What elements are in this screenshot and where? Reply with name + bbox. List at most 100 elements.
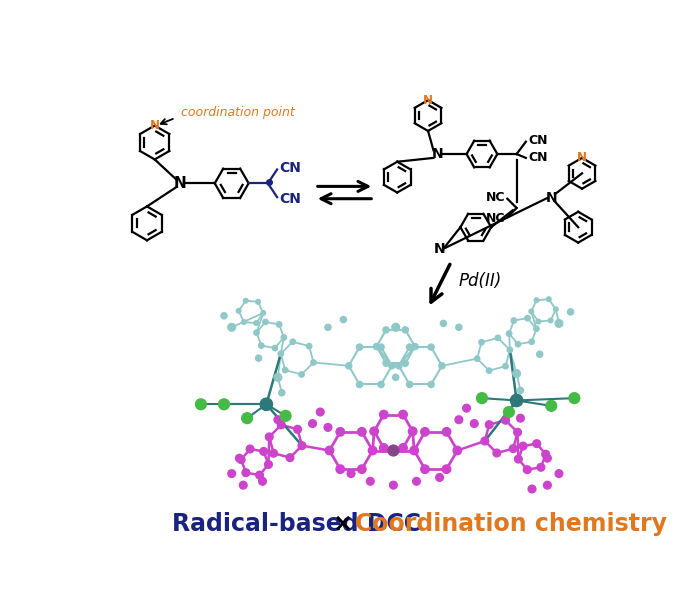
Circle shape	[265, 461, 272, 468]
Circle shape	[241, 413, 253, 423]
Circle shape	[280, 411, 291, 422]
Circle shape	[503, 407, 514, 417]
Circle shape	[246, 445, 254, 453]
Circle shape	[239, 481, 247, 489]
Circle shape	[395, 363, 402, 369]
Circle shape	[428, 344, 434, 350]
Circle shape	[533, 440, 540, 448]
Text: N: N	[150, 119, 160, 132]
Circle shape	[534, 298, 539, 303]
Circle shape	[265, 433, 273, 441]
Circle shape	[309, 420, 316, 428]
Text: N: N	[423, 94, 433, 107]
Circle shape	[262, 319, 268, 325]
Circle shape	[383, 360, 389, 366]
Circle shape	[477, 393, 487, 404]
Circle shape	[254, 321, 258, 325]
Circle shape	[517, 387, 524, 393]
Circle shape	[555, 320, 563, 328]
Circle shape	[442, 465, 451, 473]
Circle shape	[283, 367, 288, 373]
Circle shape	[307, 343, 312, 349]
Circle shape	[272, 345, 278, 351]
Circle shape	[529, 339, 534, 345]
Circle shape	[235, 454, 244, 462]
Circle shape	[388, 445, 399, 456]
Circle shape	[254, 330, 259, 336]
Circle shape	[435, 473, 444, 481]
Circle shape	[399, 443, 407, 452]
Circle shape	[407, 381, 412, 387]
Circle shape	[514, 455, 522, 463]
Circle shape	[195, 399, 206, 410]
Circle shape	[503, 364, 508, 369]
Text: N: N	[434, 242, 445, 256]
Text: NC: NC	[486, 212, 505, 225]
Circle shape	[402, 360, 408, 366]
Circle shape	[456, 325, 462, 331]
Circle shape	[546, 400, 556, 411]
Circle shape	[256, 300, 260, 304]
Circle shape	[228, 323, 235, 331]
Circle shape	[270, 450, 277, 457]
Circle shape	[515, 342, 521, 347]
Circle shape	[378, 381, 384, 387]
Circle shape	[506, 331, 512, 336]
Circle shape	[379, 411, 388, 419]
Circle shape	[368, 447, 377, 454]
Circle shape	[276, 321, 282, 327]
Circle shape	[311, 360, 316, 365]
Circle shape	[279, 390, 285, 396]
Circle shape	[237, 456, 245, 464]
Circle shape	[373, 343, 379, 350]
Circle shape	[510, 445, 517, 453]
Circle shape	[412, 343, 418, 350]
Circle shape	[347, 470, 355, 478]
Circle shape	[475, 356, 480, 361]
Circle shape	[511, 318, 517, 323]
Circle shape	[228, 470, 235, 478]
Circle shape	[519, 442, 527, 450]
Circle shape	[544, 481, 552, 489]
Circle shape	[274, 416, 281, 423]
Circle shape	[298, 442, 306, 450]
Circle shape	[389, 363, 395, 369]
Circle shape	[258, 343, 264, 348]
Circle shape	[410, 447, 419, 454]
Circle shape	[542, 450, 550, 458]
Circle shape	[512, 370, 521, 378]
Text: N: N	[545, 191, 557, 205]
Circle shape	[537, 464, 545, 471]
Circle shape	[356, 344, 363, 350]
Circle shape	[218, 399, 230, 410]
Circle shape	[485, 421, 493, 428]
Circle shape	[502, 417, 510, 424]
Circle shape	[378, 344, 384, 350]
Circle shape	[440, 320, 447, 326]
Circle shape	[517, 414, 524, 422]
Circle shape	[547, 297, 551, 301]
Circle shape	[407, 344, 412, 350]
Circle shape	[421, 428, 429, 436]
Circle shape	[455, 416, 463, 423]
Circle shape	[536, 319, 540, 324]
Circle shape	[408, 427, 417, 436]
Text: ×: ×	[326, 512, 361, 536]
Circle shape	[258, 478, 266, 485]
Circle shape	[256, 355, 262, 361]
Circle shape	[290, 339, 295, 345]
Text: Radical-based DCC: Radical-based DCC	[172, 512, 421, 536]
Circle shape	[548, 318, 553, 323]
Circle shape	[241, 320, 246, 325]
Circle shape	[439, 363, 445, 369]
Circle shape	[237, 309, 241, 313]
Circle shape	[569, 393, 580, 404]
Circle shape	[528, 485, 536, 493]
Circle shape	[256, 471, 263, 479]
Circle shape	[261, 310, 265, 315]
Circle shape	[383, 327, 389, 333]
Circle shape	[336, 465, 344, 473]
Circle shape	[537, 351, 542, 357]
Circle shape	[479, 340, 484, 345]
Text: CN: CN	[279, 192, 301, 206]
